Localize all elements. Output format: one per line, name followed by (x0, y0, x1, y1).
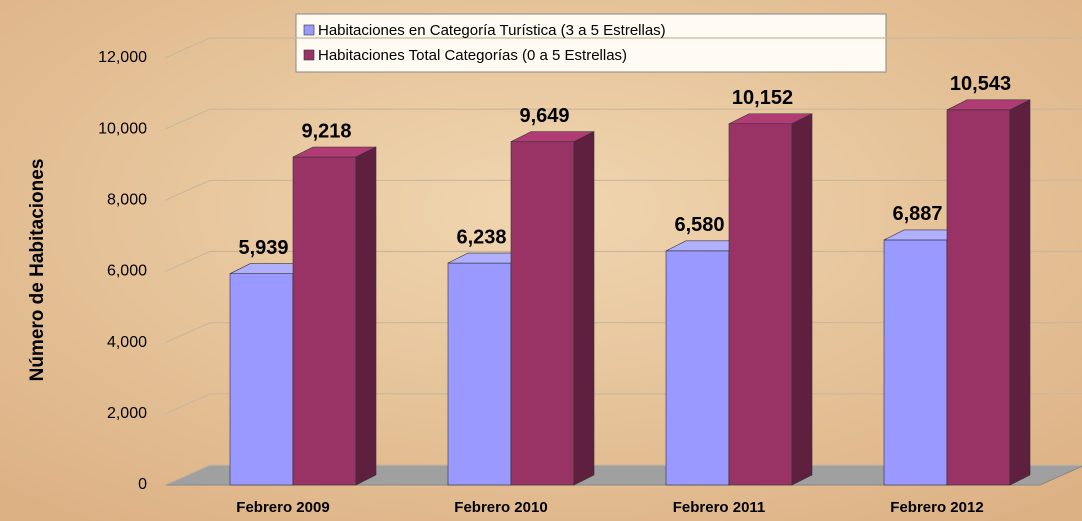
legend-label: Habitaciones en Categoría Turística (3 a… (318, 22, 666, 39)
value-label: 10,543 (950, 73, 1011, 95)
bar-front (665, 250, 730, 486)
legend-label: Habitaciones Total Categorías (0 a 5 Est… (318, 47, 627, 64)
bar (510, 131, 595, 486)
bar-front (510, 141, 575, 486)
bar-side (355, 146, 377, 486)
grid-line (164, 37, 1082, 59)
bar-side (1009, 99, 1031, 486)
x-tick-label: Febrero 2009 (236, 499, 329, 516)
bar-front (883, 239, 948, 486)
bar (946, 99, 1031, 486)
x-tick-label: Febrero 2012 (890, 499, 983, 516)
bar-front (447, 262, 512, 486)
x-tick-label: Febrero 2011 (673, 499, 766, 516)
bar-front (292, 156, 357, 486)
grid-line (164, 108, 1082, 130)
y-axis-label: Número de Habitaciones (27, 159, 48, 382)
bar-front (946, 109, 1011, 486)
y-tick-label: 6,000 (107, 263, 147, 280)
y-tick-label: 8,000 (107, 192, 147, 209)
y-tick-label: 10,000 (98, 120, 147, 137)
y-tick-label: 0 (138, 476, 147, 493)
bar-side (791, 113, 813, 486)
y-tick-label: 2,000 (107, 405, 147, 422)
y-tick-label: 12,000 (98, 49, 147, 66)
y-tick-label: 4,000 (107, 334, 147, 351)
bar-front (229, 273, 294, 486)
legend-swatch (303, 24, 315, 36)
value-label: 10,152 (732, 87, 793, 109)
value-label: 9,649 (519, 105, 569, 127)
value-label: 6,238 (456, 226, 506, 248)
value-label: 6,887 (892, 203, 942, 225)
bar (292, 146, 377, 486)
legend (295, 13, 887, 73)
value-label: 5,939 (238, 237, 288, 259)
bar (728, 113, 813, 486)
legend-swatch (303, 49, 315, 61)
value-label: 6,580 (674, 214, 724, 236)
bar-front (728, 123, 793, 486)
x-tick-label: Febrero 2010 (454, 499, 547, 516)
bar-side (573, 131, 595, 486)
value-label: 9,218 (301, 120, 351, 142)
